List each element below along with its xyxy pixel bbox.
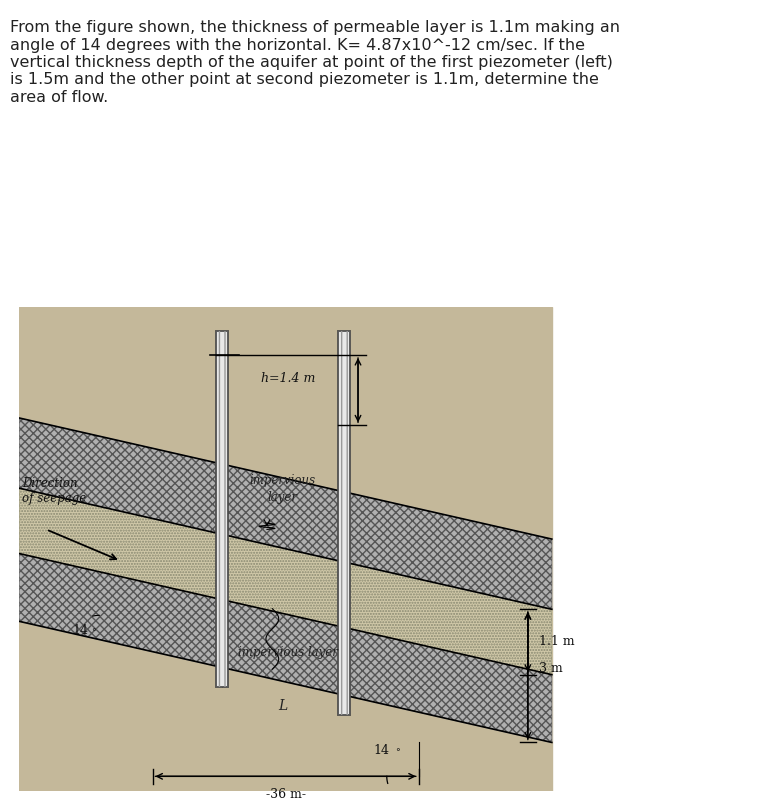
Text: 14: 14 (374, 744, 389, 757)
Text: 14: 14 (73, 624, 89, 638)
Polygon shape (19, 418, 552, 609)
Text: -36 m-: -36 m- (266, 788, 305, 801)
Text: °: ° (395, 748, 399, 757)
Bar (216, 331, 228, 687)
Bar (338, 331, 350, 715)
Text: From the figure shown, the thickness of permeable layer is 1.1m making an
angle : From the figure shown, the thickness of … (10, 20, 620, 105)
Polygon shape (19, 488, 552, 675)
Text: impervious
layer: impervious layer (250, 475, 316, 504)
Text: impervious layer: impervious layer (239, 646, 338, 659)
Text: Direction
of seepage: Direction of seepage (22, 477, 86, 504)
Bar (216, 331, 228, 687)
Bar (338, 331, 350, 715)
Text: h=1.4 m: h=1.4 m (261, 372, 315, 385)
Text: L: L (278, 699, 287, 713)
Polygon shape (19, 554, 552, 742)
Text: 1.1 m: 1.1 m (538, 635, 574, 649)
Text: °: ° (92, 628, 96, 638)
Text: 3 m: 3 m (538, 662, 563, 675)
